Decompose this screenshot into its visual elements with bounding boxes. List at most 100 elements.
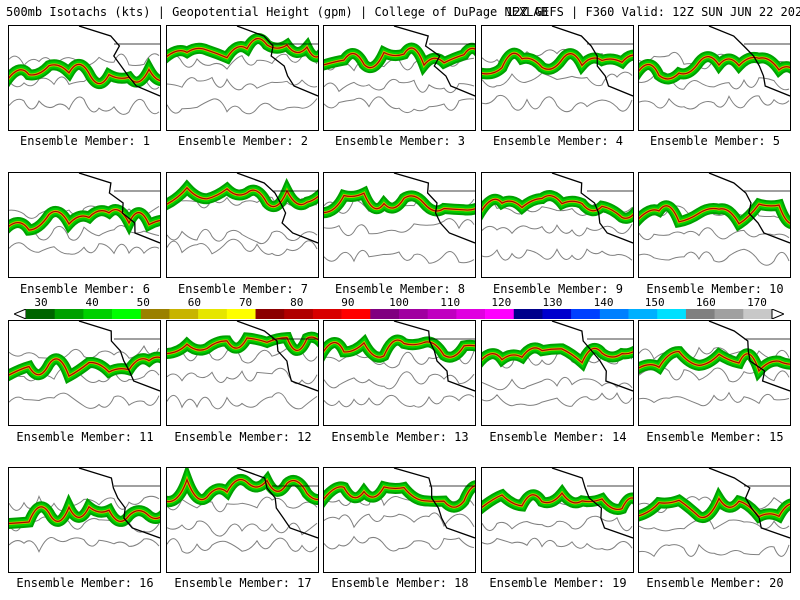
- ensemble-panel: [8, 467, 161, 573]
- colorbar-tick-label: 150: [644, 296, 665, 309]
- jet-stream-band: [482, 52, 633, 75]
- ensemble-map: [9, 321, 160, 409]
- ensemble-map: [167, 468, 318, 554]
- colorbar-left-arrow: [14, 309, 27, 319]
- ensemble-map: [9, 26, 160, 115]
- colorbar-swatch: [312, 309, 342, 319]
- ensemble-map: [324, 468, 475, 552]
- coastline: [551, 468, 633, 539]
- colorbar-swatch: [657, 309, 687, 319]
- ensemble-panel: [638, 467, 791, 573]
- coastline: [708, 321, 790, 392]
- colorbar-tick-label: 70: [238, 296, 253, 309]
- ensemble-map: [482, 26, 633, 113]
- coastline: [236, 321, 318, 392]
- colorbar-legend: [14, 309, 784, 319]
- jet-stream-band: [639, 497, 790, 519]
- header-title-right: 12Z GEFS | F360 Valid: 12Z SUN JUN 22 20…: [506, 5, 800, 19]
- ensemble-map: [639, 26, 790, 110]
- colorbar-tick-label: 30: [34, 296, 48, 309]
- jet-stream-band: [324, 485, 475, 508]
- height-contour: [482, 376, 633, 391]
- jet-stream-band: [167, 477, 318, 503]
- ensemble-map: [482, 321, 633, 407]
- jet-stream-band: [9, 356, 160, 377]
- jet-stream-band: [167, 336, 318, 355]
- height-contour: [482, 71, 633, 88]
- height-contour: [167, 76, 318, 91]
- colorbar-swatch: [456, 309, 486, 319]
- coastline: [393, 173, 475, 244]
- ensemble-panel: [481, 172, 634, 278]
- ensemble-member-label: Ensemble Member: 3: [334, 134, 466, 148]
- colorbar-tick-label: 120: [491, 296, 512, 309]
- height-contour: [482, 94, 633, 113]
- colorbar-swatch: [714, 309, 744, 319]
- height-contour: [9, 537, 160, 553]
- ensemble-member-label: Ensemble Member: 16: [16, 576, 154, 590]
- ensemble-map: [324, 173, 475, 264]
- colorbar-tick-label: 140: [593, 296, 614, 309]
- jet-stream-band: [324, 192, 475, 214]
- coastline: [708, 468, 790, 539]
- height-contour: [167, 520, 318, 537]
- colorbar-tick-label: 170: [747, 296, 767, 309]
- height-contour: [324, 535, 475, 552]
- colorbar-swatch: [571, 309, 601, 319]
- header-title-left: 500mb Isotachs (kts) | Geopotential Heig…: [6, 5, 548, 19]
- colorbar-swatch: [427, 309, 457, 319]
- ensemble-map: [167, 321, 318, 410]
- ensemble-panel: [481, 25, 634, 131]
- ensemble-member-label: Ensemble Member: 2: [177, 134, 309, 148]
- height-contour: [324, 250, 475, 264]
- colorbar-swatch: [284, 309, 314, 319]
- coastline: [393, 468, 475, 539]
- jet-stream-band: [482, 347, 633, 364]
- colorbar-swatch: [513, 309, 543, 319]
- ensemble-map: [167, 26, 318, 115]
- colorbar-tick-label: 160: [695, 296, 716, 309]
- colorbar-swatch: [140, 309, 170, 319]
- ensemble-panel: [8, 25, 161, 131]
- ensemble-map: [482, 173, 633, 261]
- coastline: [78, 26, 160, 97]
- ensemble-map: [639, 321, 790, 407]
- colorbar-swatch: [485, 309, 515, 319]
- height-contour: [324, 394, 475, 408]
- colorbar-swatch: [743, 309, 773, 319]
- height-contour: [324, 512, 475, 529]
- height-contour: [9, 242, 160, 255]
- colorbar-tick-label: 80: [290, 296, 304, 309]
- ensemble-panel: [323, 467, 476, 573]
- coastline: [78, 468, 160, 539]
- height-contour: [482, 537, 633, 551]
- ensemble-panel: [323, 25, 476, 131]
- coastline: [708, 173, 790, 244]
- ensemble-map: [324, 321, 475, 408]
- colorbar-swatch: [54, 309, 84, 319]
- colorbar-swatch: [226, 309, 256, 319]
- height-contour: [167, 392, 318, 410]
- height-contour: [639, 95, 790, 110]
- jet-stream-band: [324, 47, 475, 69]
- height-contour: [167, 537, 318, 554]
- ensemble-member-label: Ensemble Member: 7: [177, 282, 309, 296]
- ensemble-member-label: Ensemble Member: 5: [649, 134, 781, 148]
- coastline: [236, 173, 318, 244]
- height-contour: [639, 203, 790, 219]
- colorbar-swatch: [83, 309, 113, 319]
- height-contour: [324, 218, 475, 237]
- jet-stream-band: [167, 38, 318, 59]
- jet-stream-band: [482, 492, 633, 510]
- colorbar-swatch: [341, 309, 371, 319]
- coastline: [551, 26, 633, 97]
- height-contour: [167, 367, 318, 385]
- ensemble-panel: [638, 25, 791, 131]
- colorbar-tick-label: 110: [440, 296, 461, 309]
- height-contour: [167, 238, 318, 257]
- colorbar-swatch: [370, 309, 400, 319]
- ensemble-member-label: Ensemble Member: 19: [489, 576, 627, 590]
- colorbar-swatch: [685, 309, 715, 319]
- height-contour: [324, 371, 475, 390]
- jet-stream-band: [639, 203, 790, 225]
